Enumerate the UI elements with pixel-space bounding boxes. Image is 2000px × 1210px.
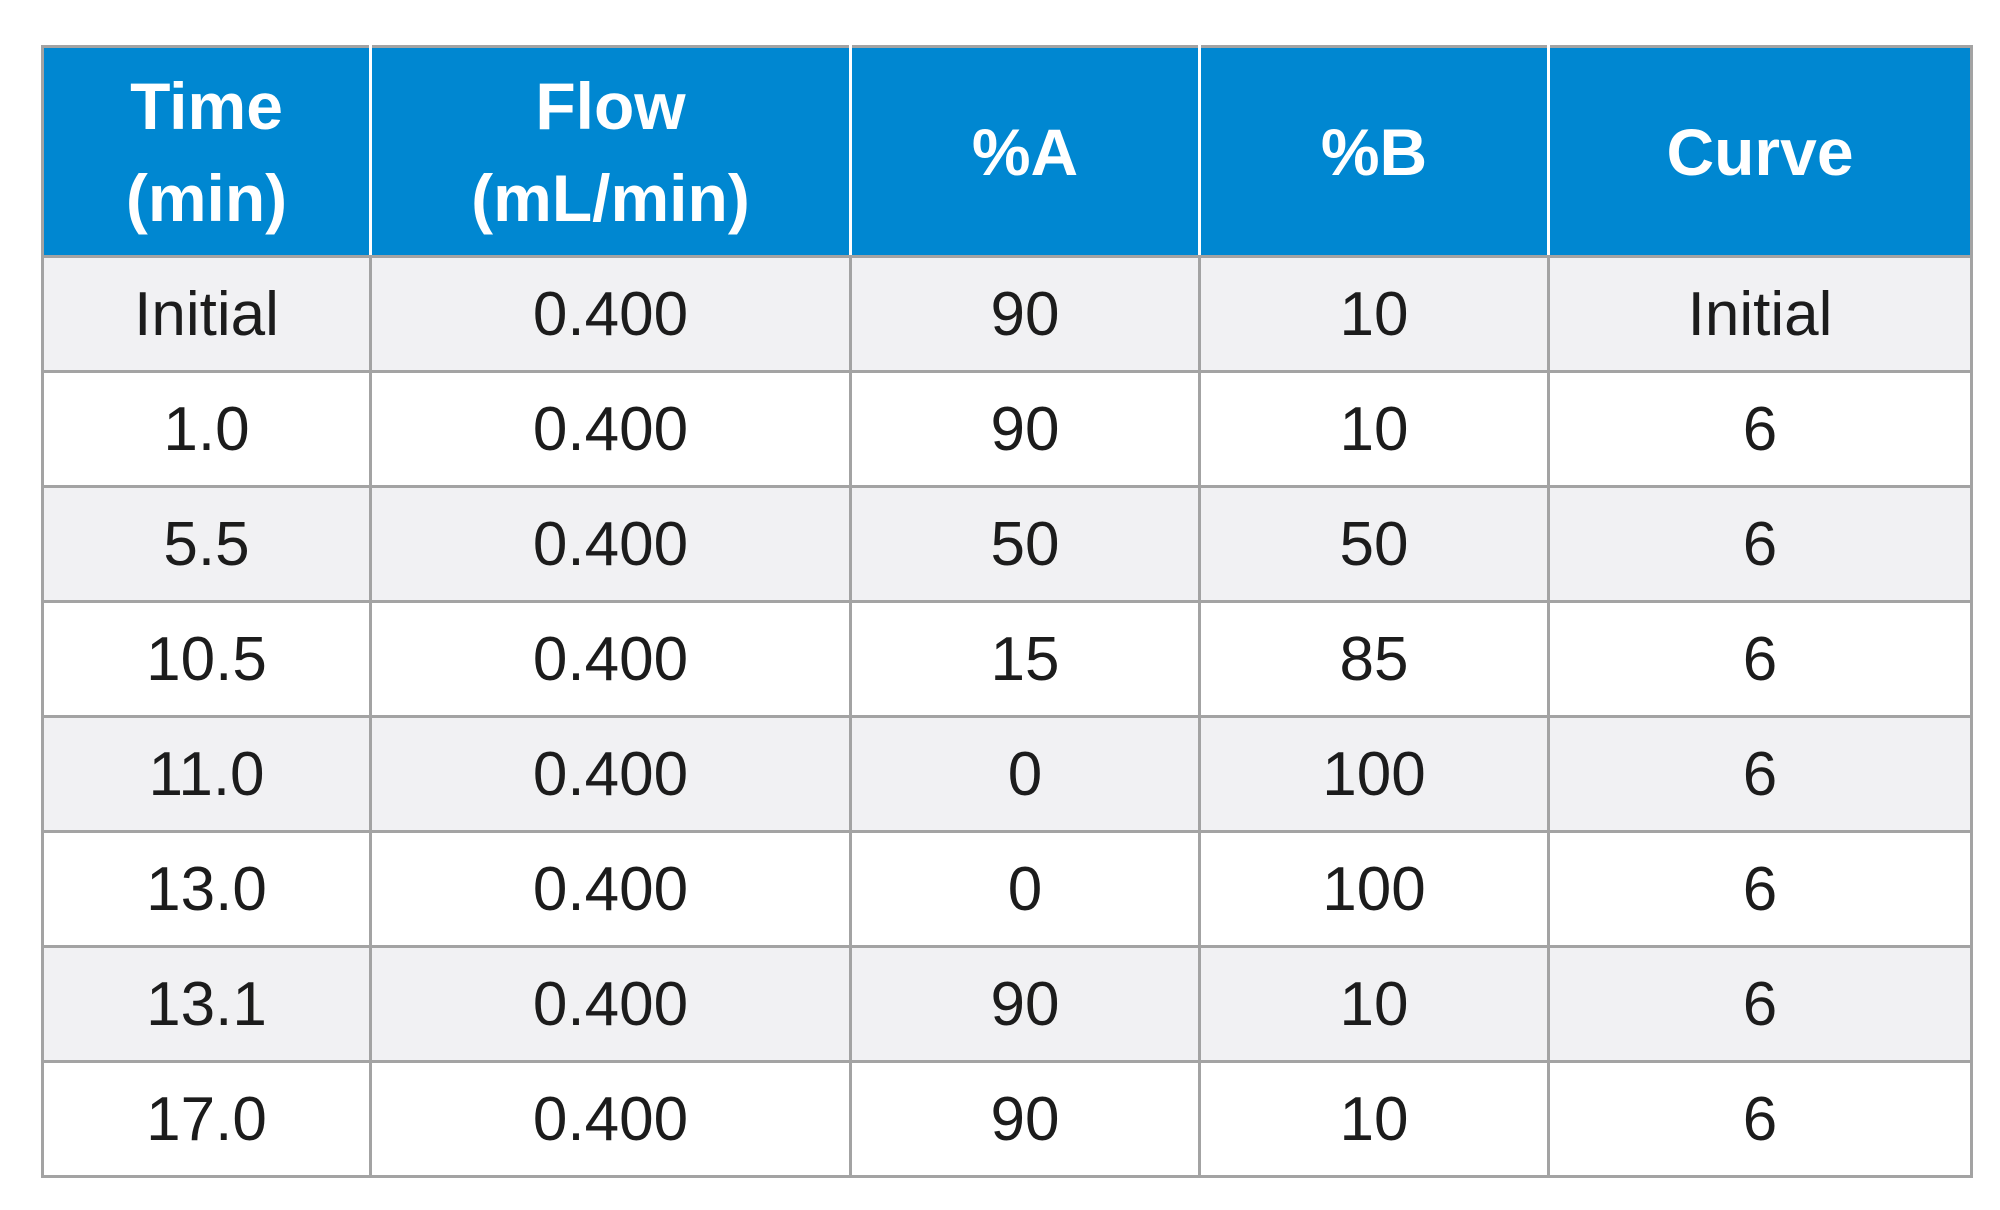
cell-curve: 6: [1547, 485, 1973, 603]
header-percent-b: %B: [1198, 45, 1550, 258]
cell-percent-a: 90: [849, 945, 1201, 1063]
cell-percent-a: 90: [849, 255, 1201, 373]
cell-percent-a: 0: [849, 830, 1201, 948]
table-row: 13.0 0.400 0 100 6: [41, 830, 1973, 948]
header-curve-label: Curve: [1666, 114, 1854, 189]
header-time-line2: (min): [125, 160, 288, 235]
cell-flow: 0.400: [369, 715, 852, 833]
cell-percent-a: 90: [849, 1060, 1201, 1178]
cell-flow: 0.400: [369, 1060, 852, 1178]
cell-flow: 0.400: [369, 600, 852, 718]
cell-time: 17.0: [41, 1060, 372, 1178]
cell-percent-a: 15: [849, 600, 1201, 718]
cell-percent-b: 10: [1198, 255, 1550, 373]
cell-percent-a: 50: [849, 485, 1201, 603]
gradient-table: Time (min) Flow (mL/min) %A %B Curve Ini…: [41, 45, 1973, 1178]
table-row: Initial 0.400 90 10 Initial: [41, 255, 1973, 373]
cell-flow: 0.400: [369, 370, 852, 488]
cell-curve: 6: [1547, 370, 1973, 488]
cell-percent-b: 100: [1198, 715, 1550, 833]
cell-curve: 6: [1547, 1060, 1973, 1178]
table-row: 17.0 0.400 90 10 6: [41, 1060, 1973, 1178]
cell-flow: 0.400: [369, 830, 852, 948]
cell-curve: 6: [1547, 830, 1973, 948]
cell-time: 13.0: [41, 830, 372, 948]
header-flow-line1: Flow: [535, 68, 686, 143]
cell-time: 11.0: [41, 715, 372, 833]
header-percent-b-label: %B: [1320, 114, 1428, 189]
cell-percent-a: 0: [849, 715, 1201, 833]
cell-time: 13.1: [41, 945, 372, 1063]
cell-time: 1.0: [41, 370, 372, 488]
header-time: Time (min): [41, 45, 372, 258]
header-flow: Flow (mL/min): [369, 45, 852, 258]
cell-percent-b: 50: [1198, 485, 1550, 603]
cell-time: Initial: [41, 255, 372, 373]
cell-percent-b: 10: [1198, 370, 1550, 488]
header-flow-line2: (mL/min): [471, 160, 750, 235]
cell-percent-b: 10: [1198, 945, 1550, 1063]
cell-curve: 6: [1547, 945, 1973, 1063]
table-row: 10.5 0.400 15 85 6: [41, 600, 1973, 718]
table-row: 13.1 0.400 90 10 6: [41, 945, 1973, 1063]
cell-flow: 0.400: [369, 485, 852, 603]
cell-percent-b: 85: [1198, 600, 1550, 718]
cell-curve: Initial: [1547, 255, 1973, 373]
cell-time: 10.5: [41, 600, 372, 718]
cell-curve: 6: [1547, 715, 1973, 833]
table-row: 11.0 0.400 0 100 6: [41, 715, 1973, 833]
table-row: 5.5 0.400 50 50 6: [41, 485, 1973, 603]
cell-flow: 0.400: [369, 255, 852, 373]
cell-flow: 0.400: [369, 945, 852, 1063]
cell-percent-a: 90: [849, 370, 1201, 488]
cell-percent-b: 10: [1198, 1060, 1550, 1178]
header-percent-a: %A: [849, 45, 1201, 258]
cell-time: 5.5: [41, 485, 372, 603]
header-percent-a-label: %A: [971, 114, 1079, 189]
cell-curve: 6: [1547, 600, 1973, 718]
table-row: 1.0 0.400 90 10 6: [41, 370, 1973, 488]
cell-percent-b: 100: [1198, 830, 1550, 948]
header-row: Time (min) Flow (mL/min) %A %B Curve: [41, 45, 1973, 258]
header-time-line1: Time: [130, 68, 283, 143]
header-curve: Curve: [1547, 45, 1973, 258]
